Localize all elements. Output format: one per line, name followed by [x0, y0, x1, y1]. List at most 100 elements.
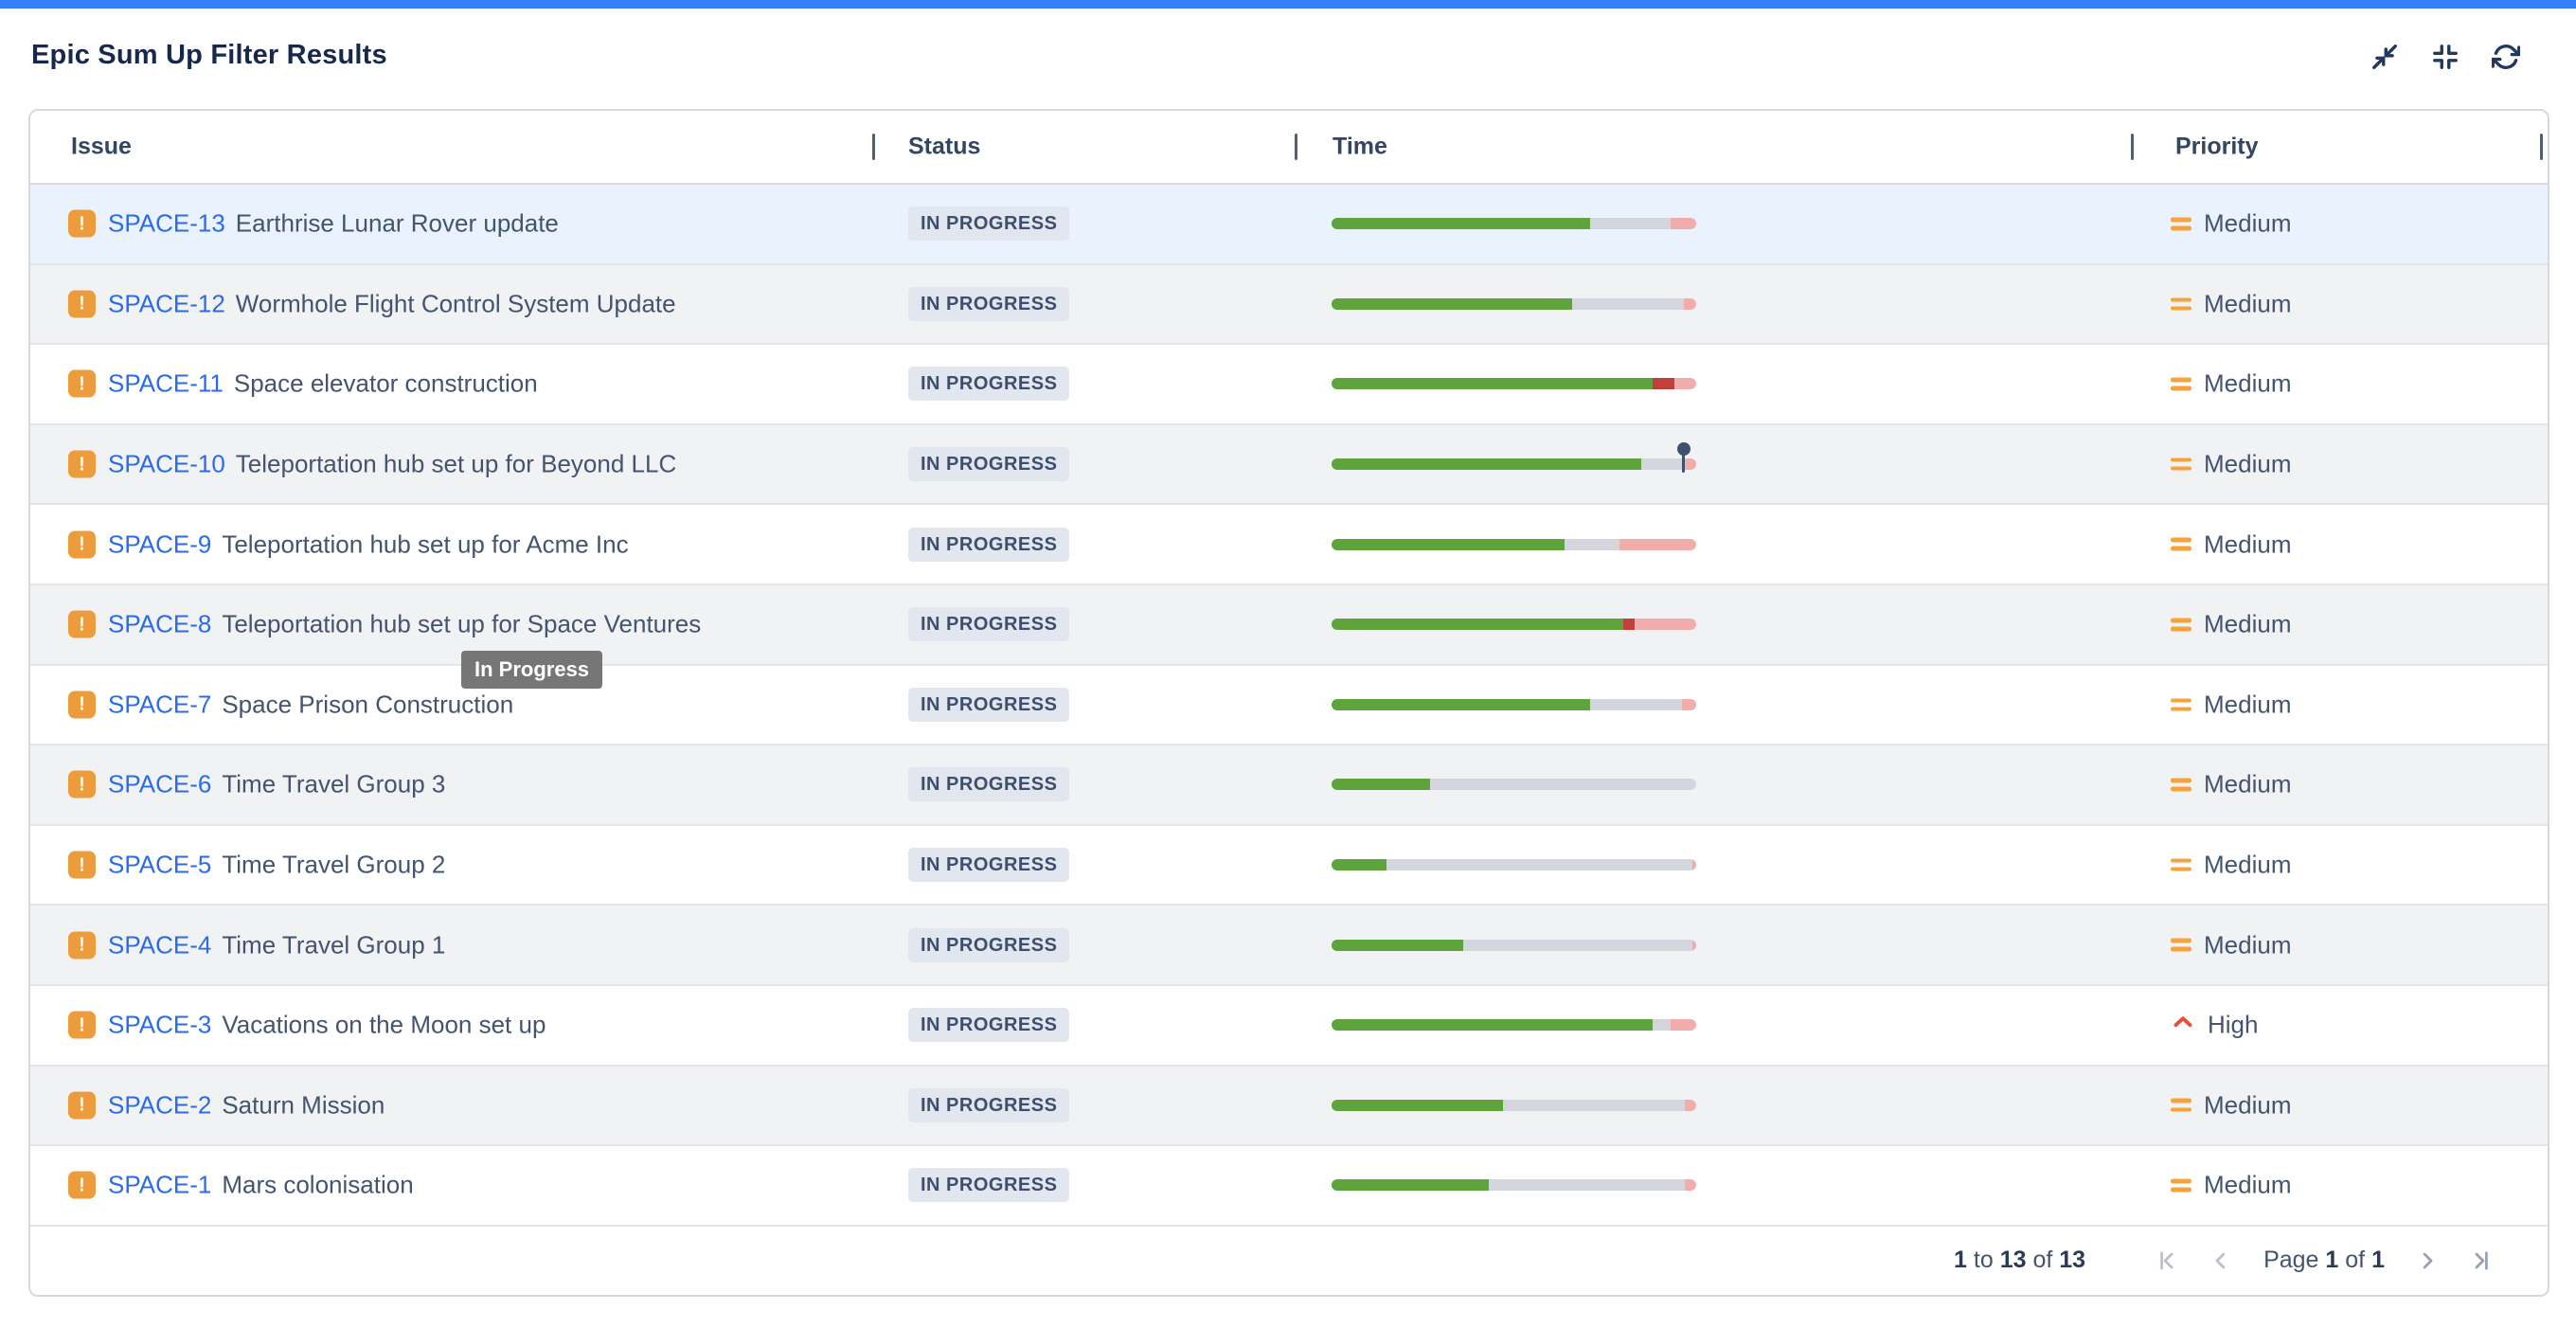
progress-segment-red: [1652, 378, 1674, 390]
panel-actions: [2370, 42, 2521, 72]
progress-segment-pink: [1671, 1019, 1696, 1032]
priority-label: Medium: [2204, 368, 2292, 398]
time-progress-bar[interactable]: [1332, 1099, 1696, 1111]
column-header-status[interactable]: Status: [908, 133, 981, 160]
time-cell: [1332, 698, 1696, 710]
next-page-button[interactable]: [2413, 1247, 2442, 1275]
issue-key-link[interactable]: SPACE-1: [108, 1170, 212, 1199]
table-row[interactable]: ! SPACE-12 Wormhole Flight Control Syste…: [30, 264, 2548, 346]
table-row[interactable]: ! SPACE-5 Time Travel Group 2 IN PROGRES…: [30, 825, 2548, 906]
time-cell: [1332, 1179, 1696, 1192]
progress-segment-gray: [1565, 538, 1620, 550]
issue-cell: ! SPACE-8 Teleportation hub set up for S…: [68, 610, 701, 639]
issue-key-link[interactable]: SPACE-5: [108, 850, 212, 879]
collapse-diagonal-icon[interactable]: [2370, 42, 2400, 72]
table-row[interactable]: ! SPACE-4 Time Travel Group 1 IN PROGRES…: [30, 906, 2548, 986]
progress-segment-green: [1332, 698, 1591, 710]
progress-segment-green: [1332, 297, 1573, 310]
priority-medium-icon: [2171, 297, 2191, 311]
epic-icon: !: [68, 290, 96, 318]
status-cell: IN PROGRESS: [908, 447, 1070, 482]
time-progress-bar[interactable]: [1332, 297, 1696, 310]
refresh-icon[interactable]: [2491, 42, 2521, 72]
issue-key-link[interactable]: SPACE-8: [108, 609, 212, 638]
time-progress-bar[interactable]: [1332, 378, 1696, 390]
priority-label: Medium: [2204, 930, 2292, 960]
column-resize-handle[interactable]: [2131, 134, 2134, 160]
issue-key-link[interactable]: SPACE-7: [108, 690, 212, 719]
time-progress-bar[interactable]: [1332, 698, 1696, 710]
issue-cell: ! SPACE-3 Vacations on the Moon set up: [68, 1011, 546, 1040]
progress-segment-pink: [1681, 458, 1696, 471]
table-row[interactable]: ! SPACE-10 Teleportation hub set up for …: [30, 424, 2548, 506]
time-progress-bar[interactable]: [1332, 859, 1696, 871]
time-progress-bar[interactable]: [1332, 442, 1696, 474]
priority-cell: Medium: [2171, 690, 2291, 719]
table-row[interactable]: ! SPACE-8 Teleportation hub set up for S…: [30, 584, 2548, 666]
issue-key-link[interactable]: SPACE-9: [108, 529, 212, 559]
time-cell: [1332, 378, 1696, 390]
issue-cell: ! SPACE-9 Teleportation hub set up for A…: [68, 529, 629, 559]
column-resize-handle[interactable]: [1295, 134, 1297, 160]
time-cell: [1332, 1019, 1696, 1032]
issue-key-link[interactable]: SPACE-6: [108, 769, 212, 799]
time-progress-bar[interactable]: [1332, 779, 1696, 791]
table-row[interactable]: ! SPACE-2 Saturn Mission IN PROGRESS Med…: [30, 1066, 2548, 1147]
time-progress-bar[interactable]: [1332, 619, 1696, 631]
issue-key-link[interactable]: SPACE-11: [108, 368, 224, 398]
table-row[interactable]: ! SPACE-7 Space Prison Construction IN P…: [30, 665, 2548, 746]
time-cell: [1332, 939, 1696, 951]
status-badge: IN PROGRESS: [908, 1087, 1070, 1122]
issue-key-link[interactable]: SPACE-13: [108, 208, 225, 238]
table-row[interactable]: ! SPACE-1 Mars colonisation IN PROGRESS …: [30, 1146, 2548, 1227]
column-resize-handle[interactable]: [2540, 134, 2543, 160]
progress-segment-gray: [1590, 698, 1682, 710]
time-cell: [1332, 297, 1696, 310]
column-resize-handle[interactable]: [872, 134, 875, 160]
issue-key-link[interactable]: SPACE-3: [108, 1010, 212, 1039]
issue-key-link[interactable]: SPACE-12: [108, 289, 225, 318]
last-page-button[interactable]: [2466, 1247, 2495, 1275]
table-row[interactable]: ! SPACE-3 Vacations on the Moon set up I…: [30, 985, 2548, 1067]
status-cell: IN PROGRESS: [908, 607, 1070, 642]
priority-medium-icon: [2171, 1098, 2191, 1112]
issue-summary: Teleportation hub set up for Beyond LLC: [235, 449, 677, 478]
epic-icon: !: [68, 691, 96, 719]
progress-segment-gray: [1429, 779, 1696, 791]
time-progress-bar[interactable]: [1332, 939, 1696, 951]
progress-segment-gray: [1386, 859, 1693, 871]
priority-medium-icon: [2171, 778, 2191, 792]
previous-page-button[interactable]: [2207, 1247, 2235, 1275]
time-progress-bar[interactable]: [1332, 538, 1696, 550]
compress-corners-icon[interactable]: [2430, 42, 2460, 72]
column-header-time[interactable]: Time: [1333, 133, 1387, 160]
issue-key-link[interactable]: SPACE-4: [108, 930, 212, 960]
issue-cell: ! SPACE-11 Space elevator construction: [68, 369, 538, 399]
progress-segment-pink: [1685, 1179, 1696, 1192]
time-progress-bar[interactable]: [1332, 218, 1696, 230]
issue-cell: ! SPACE-1 Mars colonisation: [68, 1171, 414, 1200]
issue-key-link[interactable]: SPACE-10: [108, 449, 225, 478]
top-accent-bar: [0, 0, 2576, 9]
epic-icon: !: [68, 1171, 96, 1199]
time-progress-bar[interactable]: [1332, 1179, 1696, 1192]
table-row[interactable]: ! SPACE-6 Time Travel Group 3 IN PROGRES…: [30, 745, 2548, 826]
baseline-pin-icon[interactable]: [1676, 442, 1690, 474]
table-body: ! SPACE-13 Earthrise Lunar Rover update …: [30, 185, 2548, 1227]
table-row[interactable]: ! SPACE-9 Teleportation hub set up for A…: [30, 505, 2548, 585]
priority-cell: Medium: [2171, 369, 2291, 399]
status-cell: IN PROGRESS: [908, 848, 1070, 883]
status-cell: IN PROGRESS: [908, 767, 1070, 802]
status-cell: IN PROGRESS: [908, 527, 1070, 562]
column-header-issue[interactable]: Issue: [71, 133, 132, 160]
table-row[interactable]: ! SPACE-13 Earthrise Lunar Rover update …: [30, 185, 2548, 265]
status-badge: IN PROGRESS: [908, 447, 1070, 482]
table-row[interactable]: ! SPACE-11 Space elevator construction I…: [30, 345, 2548, 425]
status-cell: IN PROGRESS: [908, 206, 1070, 242]
priority-cell: Medium: [2171, 930, 2291, 960]
column-header-priority[interactable]: Priority: [2175, 133, 2259, 160]
first-page-button[interactable]: [2154, 1247, 2182, 1275]
issue-key-link[interactable]: SPACE-2: [108, 1090, 212, 1120]
priority-label: Medium: [2204, 1170, 2292, 1199]
time-progress-bar[interactable]: [1332, 1019, 1696, 1032]
